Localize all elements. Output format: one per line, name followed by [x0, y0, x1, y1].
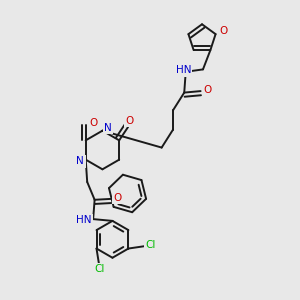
Text: O: O [203, 85, 211, 95]
Text: O: O [219, 26, 227, 36]
Text: Cl: Cl [94, 264, 105, 274]
Text: N: N [104, 123, 112, 133]
Text: Cl: Cl [146, 240, 156, 250]
Text: O: O [113, 193, 122, 203]
Text: O: O [126, 116, 134, 126]
Text: HN: HN [76, 215, 92, 225]
Text: O: O [89, 118, 97, 128]
Text: HN: HN [176, 65, 191, 75]
Text: N: N [76, 156, 84, 166]
